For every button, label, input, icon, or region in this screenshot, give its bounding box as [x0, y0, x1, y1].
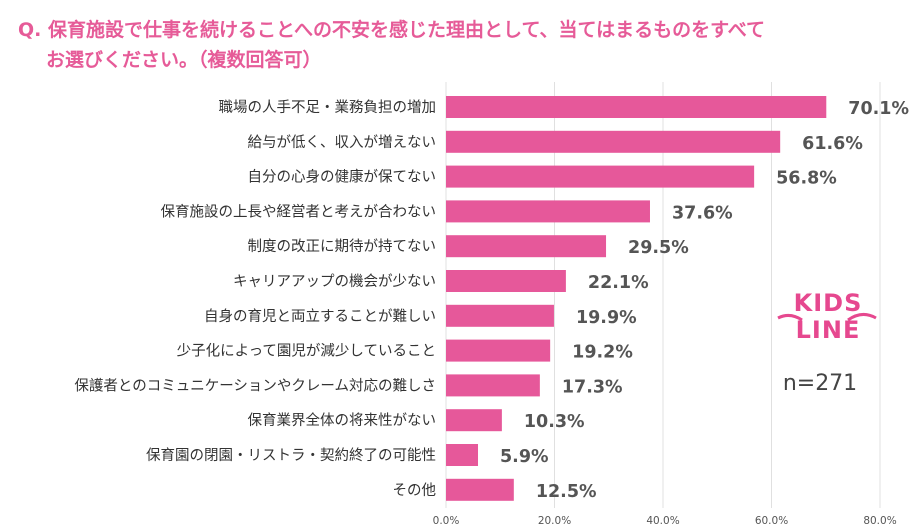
logo-swoosh-left: [777, 313, 803, 322]
value-label: 17.3%: [562, 377, 623, 397]
category-labels: 職場の人手不足・業務負担の増加給与が低く、収入が増えない自分の心身の健康が保てな…: [74, 99, 436, 499]
bar: [446, 374, 540, 397]
bar: [446, 339, 551, 362]
value-label: 56.8%: [776, 169, 837, 189]
question-title-line2: お選びください。（複数回答可）: [46, 48, 322, 71]
x-tick-label: 60.0%: [755, 515, 788, 527]
bar: [446, 200, 650, 223]
value-label: 5.9%: [500, 447, 549, 467]
bars: [446, 96, 827, 501]
x-axis-ticks: 0.0% 20.0% 40.0% 60.0% 80.0%: [433, 515, 897, 527]
value-label: 19.9%: [576, 308, 637, 328]
value-label: 19.2%: [572, 343, 633, 363]
value-label: 22.1%: [588, 273, 649, 293]
category-label: 自身の育児と両立することが難しい: [204, 308, 436, 325]
bar: [446, 304, 554, 327]
category-label: 職場の人手不足・業務負担の増加: [219, 99, 437, 116]
bar: [446, 165, 755, 188]
category-label: 制度の改正に期待が持てない: [248, 238, 437, 255]
bar: [446, 235, 607, 258]
value-label: 29.5%: [628, 238, 689, 258]
bar: [446, 478, 514, 501]
category-label: キャリアアップの機会が少ない: [233, 273, 436, 290]
value-label: 10.3%: [524, 412, 585, 432]
x-tick-label: 20.0%: [538, 515, 571, 527]
category-label: 保育業界全体の将来性がない: [248, 411, 437, 429]
category-label: 自分の心身の健康が保てない: [248, 169, 437, 186]
category-label: 保護者とのコミュニケーションやクレーム対応の難しさ: [74, 377, 436, 394]
logo-text-line1: KIDS: [794, 289, 863, 317]
kids-line-logo: KIDS LINE: [777, 289, 877, 344]
value-label: 12.5%: [536, 482, 597, 502]
category-label: その他: [393, 482, 437, 499]
x-tick-label: 40.0%: [646, 515, 679, 527]
logo-swoosh-right: [847, 313, 877, 322]
category-label: 給与が低く、収入が増えない: [248, 134, 437, 151]
bar: [446, 96, 827, 118]
bar: [446, 444, 479, 466]
x-tick-label: 0.0%: [433, 515, 460, 527]
category-label: 保育園の閉園・リストラ・契約終了の可能性: [146, 447, 436, 464]
category-label: 少子化によって園児が減少していること: [177, 343, 436, 360]
bar: [446, 270, 566, 292]
logo-text-line2: LINE: [796, 316, 861, 344]
gridlines: [445, 82, 881, 508]
value-label: 37.6%: [672, 203, 733, 223]
bar: [446, 409, 502, 432]
question-title-line1: Q. 保育施設で仕事を続けることへの不安を感じた理由として、当てはまるものをすべ…: [18, 18, 765, 41]
bar: [446, 130, 781, 153]
value-label: 61.6%: [802, 134, 863, 154]
x-tick-label: 80.0%: [863, 515, 896, 527]
value-labels: 70.1% 61.6% 56.8% 37.6% 29.5% 22.1% 19.9% 19.2%…: [500, 99, 909, 502]
sample-size: n=271: [783, 371, 857, 396]
category-label: 保育施設の上長や経営者と考えが合わない: [161, 203, 437, 220]
value-label: 70.1%: [848, 99, 909, 119]
